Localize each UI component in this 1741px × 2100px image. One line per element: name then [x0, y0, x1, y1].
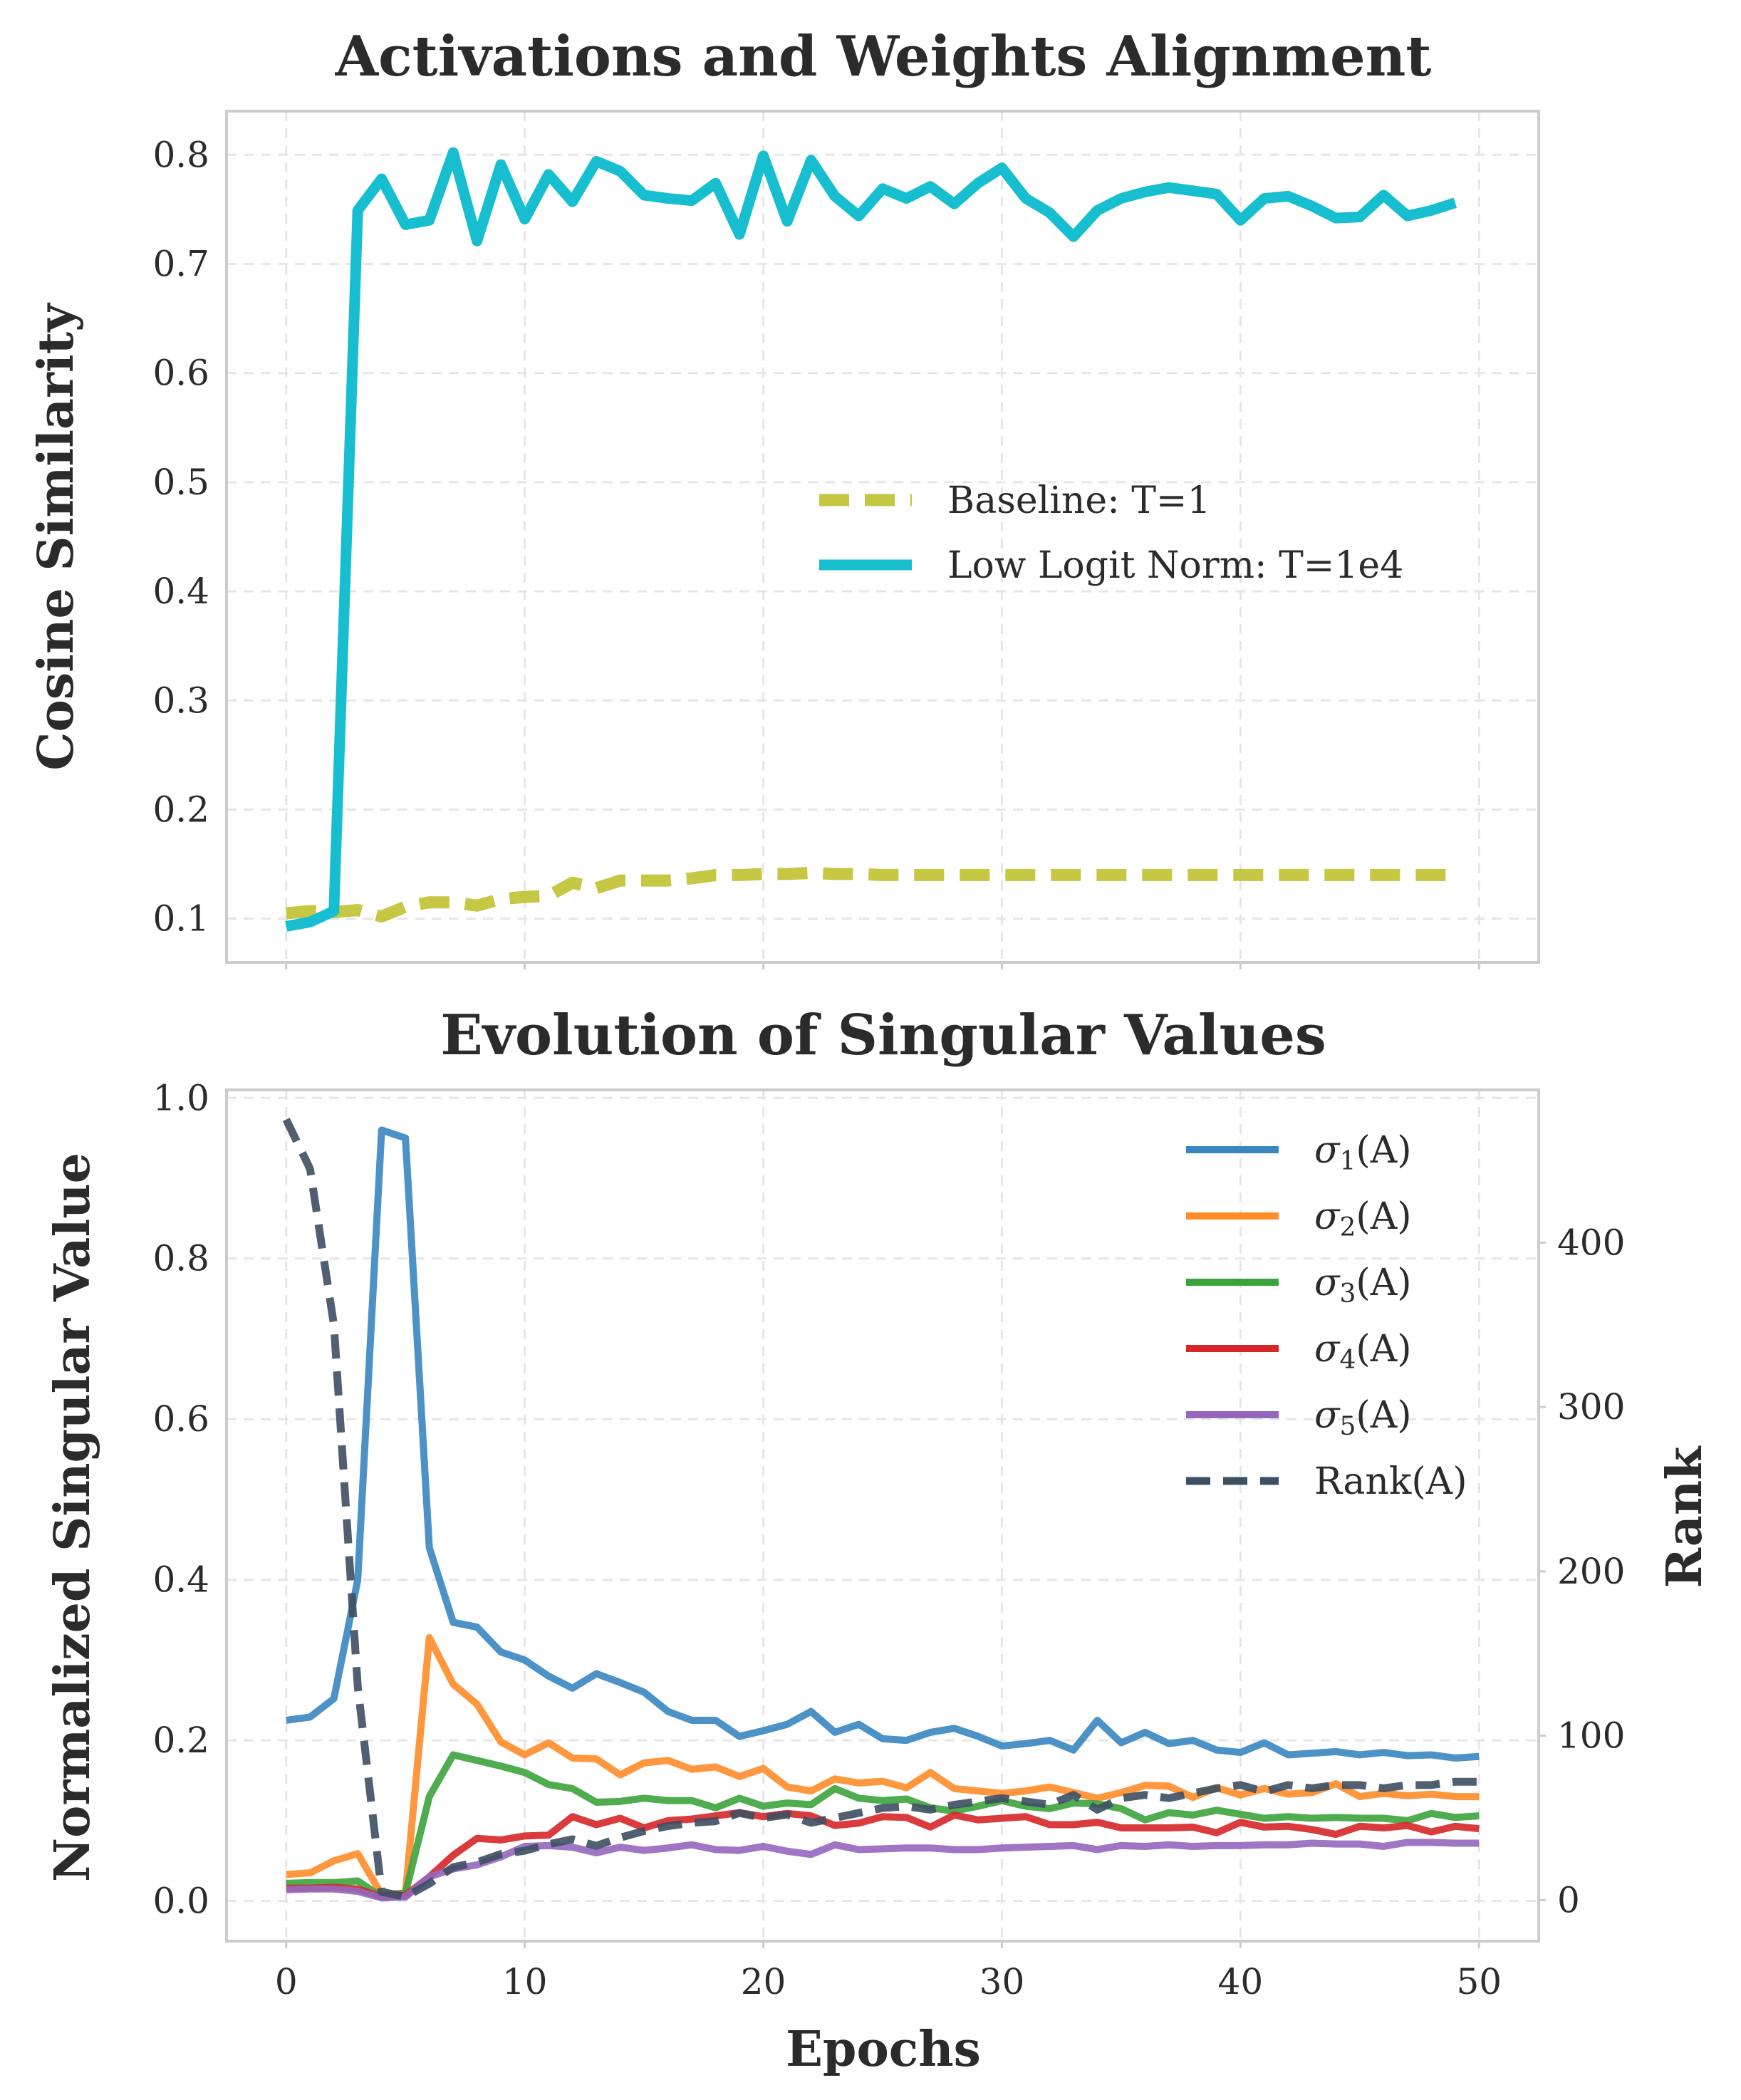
legend-label-sigma2: σ2(A) — [1314, 1195, 1412, 1242]
top-y-tick-label: 0.1 — [152, 898, 209, 940]
bottom-y-tick-label: 0.2 — [152, 1720, 209, 1761]
bottom-y-tick-label: 0.6 — [152, 1398, 209, 1440]
bottom-chart-x-ticks: 0 10 20 30 40 50 — [275, 1941, 1502, 2002]
top-chart: Activations and Weights Alignment 0.1 0.2… — [28, 24, 1540, 970]
top-chart-frame — [225, 110, 1540, 964]
bottom-y-tick-label: 0.0 — [152, 1881, 209, 1922]
bottom-y-tick-label: 0.8 — [152, 1238, 209, 1279]
bottom-chart-y2-label: Rank — [1656, 1445, 1713, 1589]
bottom-y2-tick-label: 400 — [1557, 1222, 1625, 1264]
top-y-tick-label: 0.2 — [152, 789, 209, 831]
bottom-y2-tick-label: 0 — [1557, 1879, 1580, 1920]
series-line-baseline-t-1 — [285, 866, 1455, 923]
series-line-rank-a — [282, 1118, 1480, 1901]
bottom-x-tick-label: 20 — [741, 1961, 786, 2002]
bottom-y2-tick-label: 300 — [1557, 1386, 1625, 1428]
bottom-x-tick-label: 40 — [1218, 1961, 1264, 2002]
series-line-sigma1 — [286, 1126, 1480, 1762]
bottom-y2-tick-label: 200 — [1557, 1551, 1625, 1592]
series-line-low-logit-norm-t-1e4 — [285, 147, 1457, 932]
top-y-tick-label: 0.6 — [152, 353, 209, 394]
legend-label-low-logit-norm: Low Logit Norm: T=1e4 — [947, 544, 1403, 587]
bottom-x-tick-label: 0 — [275, 1961, 298, 2002]
bottom-chart-frame — [225, 1088, 1540, 1943]
top-chart-title: Activations and Weights Alignment — [335, 24, 1432, 89]
series-line-sigma2 — [286, 1633, 1480, 1898]
legend-label-sigma1: σ1(A) — [1314, 1129, 1412, 1176]
top-chart-legend: Baseline: T=1 Low Logit Norm: T=1e4 — [819, 479, 1403, 587]
bottom-x-tick-label: 50 — [1456, 1961, 1502, 2002]
top-y-tick-label: 0.8 — [152, 134, 209, 175]
bottom-chart-title: Evolution of Singular Values — [440, 1003, 1326, 1068]
bottom-chart-y2-ticks: 0 100 200 300 400 — [1539, 1222, 1625, 1920]
bottom-x-tick-label: 30 — [979, 1961, 1025, 2002]
legend-label-sigma3: σ3(A) — [1314, 1262, 1412, 1309]
top-chart-y-ticks: 0.1 0.2 0.3 0.4 0.5 0.6 0.7 0.8 — [152, 134, 1480, 970]
legend-label-baseline: Baseline: T=1 — [947, 479, 1211, 522]
bottom-chart: Evolution of Singular Values 0.00.20.40.… — [44, 1003, 1713, 2078]
legend-label-sigma4: σ4(A) — [1314, 1328, 1412, 1375]
top-chart-grid — [227, 111, 1539, 962]
bottom-chart-x-label: Epochs — [786, 2021, 981, 2078]
top-y-tick-label: 0.7 — [152, 243, 209, 284]
series-line-sigma3 — [286, 1751, 1480, 1901]
bottom-y2-tick-label: 100 — [1557, 1715, 1625, 1757]
bottom-x-tick-label: 10 — [502, 1961, 548, 2002]
bottom-y-tick-label: 0.4 — [152, 1559, 209, 1601]
top-y-tick-label: 0.4 — [152, 571, 209, 612]
bottom-y-tick-label: 1.0 — [152, 1077, 209, 1118]
bottom-chart-y-label: Normalized Singular Value — [44, 1153, 101, 1882]
series-line-sigma4 — [286, 1809, 1480, 1901]
bottom-chart-legend: σ1(A) σ2(A) σ3(A) σ4(A) σ5(A) Rank(A) — [1186, 1129, 1467, 1503]
bottom-chart-series — [282, 1118, 1480, 1902]
legend-label-sigma5: σ5(A) — [1314, 1394, 1412, 1441]
top-chart-series — [285, 147, 1457, 932]
top-y-tick-label: 0.3 — [152, 680, 209, 721]
top-y-tick-label: 0.5 — [152, 462, 209, 503]
legend-label-rank: Rank(A) — [1314, 1460, 1467, 1503]
top-chart-y-label: Cosine Similarity — [28, 302, 85, 771]
bottom-chart-y-ticks: 0.0 0.2 0.4 0.6 0.8 1.0 — [152, 1077, 209, 1921]
